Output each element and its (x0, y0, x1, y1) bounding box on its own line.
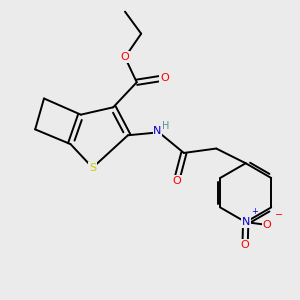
Text: S: S (89, 163, 96, 173)
Text: H: H (162, 121, 169, 131)
Text: +: + (251, 207, 258, 216)
Text: O: O (160, 73, 169, 83)
Text: O: O (172, 176, 181, 186)
Text: N: N (153, 126, 161, 136)
Text: O: O (241, 240, 250, 250)
Text: O: O (121, 52, 129, 62)
Text: N: N (242, 217, 250, 227)
Text: O: O (263, 220, 272, 230)
Text: −: − (275, 210, 283, 220)
